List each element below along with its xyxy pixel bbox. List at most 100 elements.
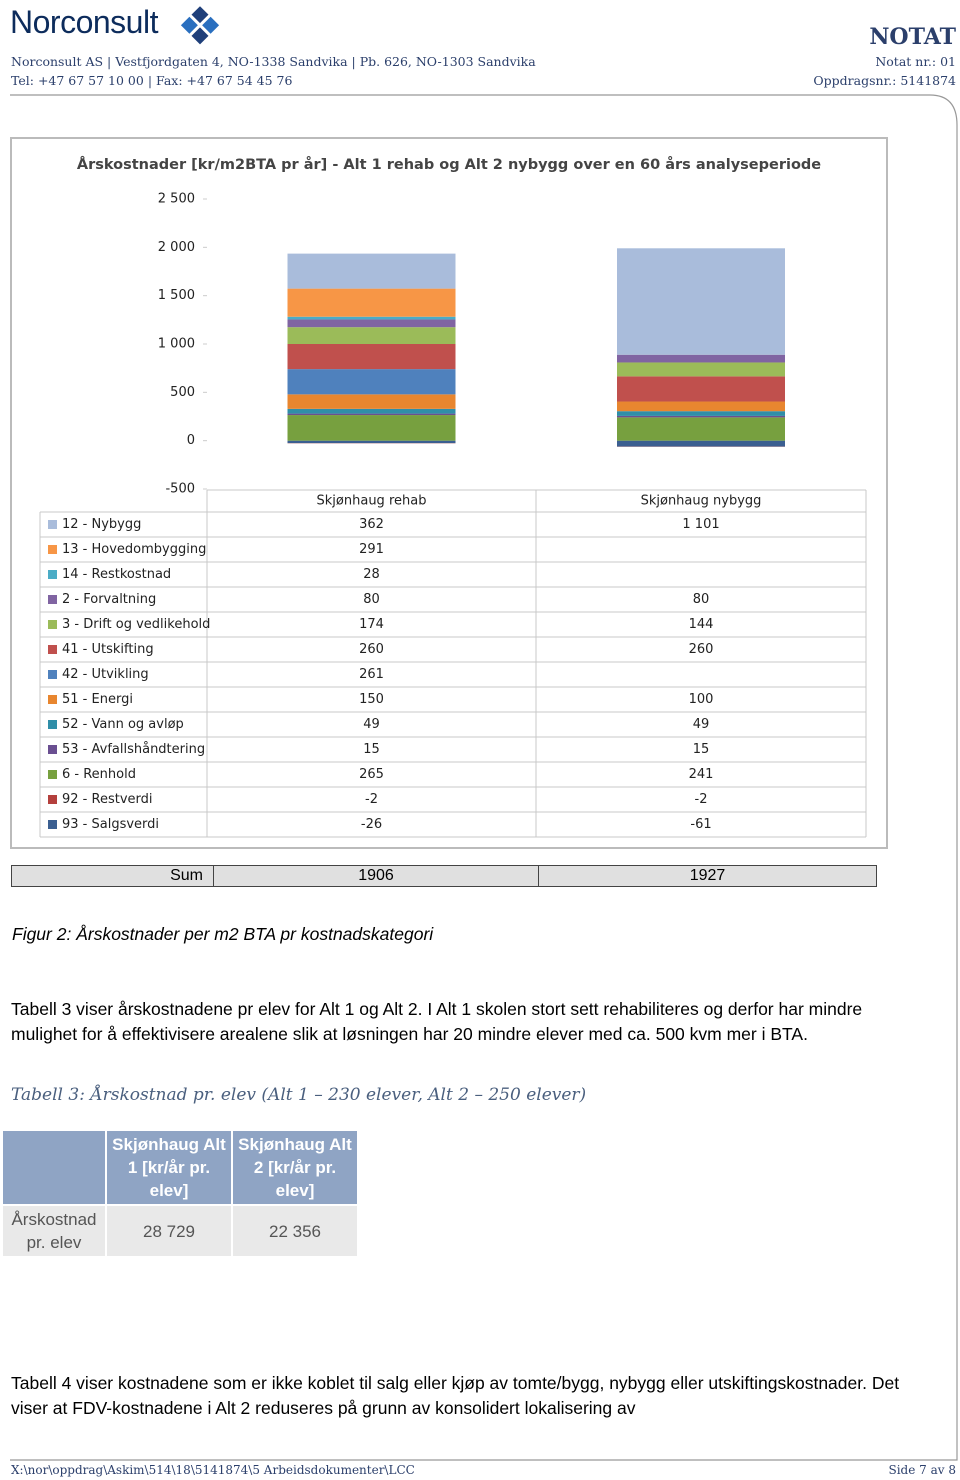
data-label: 260 [359, 642, 384, 657]
legend-swatch [48, 645, 57, 654]
legend-swatch [48, 620, 57, 629]
y-tick-label: 1 000 [158, 337, 195, 352]
bar-segment [287, 408, 456, 414]
data-label: -2 [695, 792, 708, 807]
legend-swatch [48, 520, 57, 529]
cell: 22 356 [233, 1206, 357, 1256]
bar-segment [287, 344, 456, 370]
address: Norconsult AS | Vestfjordgaten 4, NO-133… [11, 54, 536, 69]
cost-table: Skjønhaug Alt 1 [kr/år pr. elev] Skjønhau… [1, 1129, 359, 1258]
y-tick-label: 2 500 [158, 192, 195, 207]
bar-segment [287, 369, 456, 395]
y-tick-label: 1 500 [158, 288, 195, 303]
y-tick-label: 0 [187, 433, 195, 448]
legend-label: 92 - Restverdi [62, 792, 153, 807]
y-tick-label: 500 [170, 385, 195, 400]
phone: Tel: +47 67 57 10 00 | Fax: +47 67 54 45… [11, 73, 293, 88]
data-label: 291 [359, 542, 384, 557]
category-label: Skjønhaug rehab [317, 494, 427, 509]
data-label: 144 [689, 617, 714, 632]
corner-cell [3, 1131, 105, 1204]
bar-segment [287, 440, 456, 444]
figure-caption: Figur 2: Årskostnader per m2 BTA pr kost… [12, 924, 434, 944]
legend-label: 12 - Nybygg [62, 517, 141, 532]
data-label: 260 [689, 642, 714, 657]
legend-swatch [48, 570, 57, 579]
bar-segment [617, 354, 785, 363]
table-caption: Tabell 3: Årskostnad pr. elev (Alt 1 – 2… [11, 1085, 587, 1105]
data-label: -2 [365, 792, 378, 807]
oppdragsnr: Oppdragsnr.: 5141874 [813, 73, 956, 88]
bar-segment [287, 327, 456, 344]
legend-label: 14 - Restkostnad [62, 567, 171, 582]
footer-page: Side 7 av 8 [888, 1463, 957, 1477]
data-label: 28 [363, 567, 380, 582]
data-label: 15 [363, 742, 380, 757]
legend-label: 6 - Renhold [62, 767, 136, 782]
legend-swatch [48, 695, 57, 704]
legend-label: 3 - Drift og vedlikehold [62, 617, 210, 632]
row-label: Årskostnad pr. elev [3, 1206, 105, 1256]
data-label: -26 [361, 817, 382, 832]
data-label: 100 [689, 692, 714, 707]
bar-segment [617, 417, 785, 441]
logo-text: Norconsult [10, 4, 158, 40]
footer-path: X:\nor\oppdrag\Askim\514\18\5141874\5 Ar… [11, 1463, 415, 1477]
y-tick-label: 2 000 [158, 240, 195, 255]
legend-label: 42 - Utvikling [62, 667, 149, 682]
legend-swatch [48, 745, 57, 754]
bar-segment [617, 376, 785, 402]
legend-label: 2 - Forvaltning [62, 592, 156, 607]
data-label: 15 [693, 742, 710, 757]
legend-swatch [48, 545, 57, 554]
bar-segment [617, 362, 785, 377]
notat-nr: Notat nr.: 01 [875, 54, 956, 69]
sum-label: Sum [12, 866, 214, 886]
bar-segment [617, 411, 785, 416]
chart: Årskostnader [kr/m2BTA pr år] - Alt 1 re… [10, 137, 888, 849]
bar-segment [287, 319, 456, 328]
legend-swatch [48, 820, 57, 829]
legend-label: 93 - Salgsverdi [62, 817, 159, 832]
data-label: 1 101 [682, 517, 719, 532]
bar-segment [287, 316, 456, 320]
category-label: Skjønhaug nybygg [641, 494, 762, 509]
sum-value: 1906 [214, 866, 539, 886]
paragraph: Tabell 3 viser årskostnadene pr elev for… [11, 999, 863, 1044]
header-cell: Skjønhaug Alt 2 [kr/år pr. elev] [233, 1131, 357, 1204]
legend-swatch [48, 595, 57, 604]
bar-segment [617, 415, 785, 418]
legend-swatch [48, 795, 57, 804]
legend-swatch [48, 720, 57, 729]
data-label: 261 [359, 667, 384, 682]
data-label: -61 [690, 817, 711, 832]
data-label: 80 [693, 592, 710, 607]
data-label: 174 [359, 617, 384, 632]
sum-value: 1927 [689, 867, 726, 884]
data-label: 49 [363, 717, 380, 732]
chart-title: Årskostnader [kr/m2BTA pr år] - Alt 1 re… [77, 156, 821, 173]
logo-mark [180, 6, 220, 45]
paragraph: Tabell 4 viser kostnadene som er ikke ko… [11, 1373, 900, 1418]
bar-segment [287, 253, 456, 289]
bar-segment [617, 248, 785, 355]
sum-row: Sum 1906 1927 [11, 865, 877, 887]
doc-type: NOTAT [869, 24, 956, 50]
legend-swatch [48, 670, 57, 679]
data-label: 265 [359, 767, 384, 782]
data-label: 150 [359, 692, 384, 707]
legend-swatch [48, 770, 57, 779]
bar-segment [617, 440, 785, 447]
bar-segment [287, 394, 456, 409]
bar-segment [287, 413, 456, 416]
data-label: 49 [693, 717, 710, 732]
legend-label: 51 - Energi [62, 692, 133, 707]
legend-label: 52 - Vann og avløp [62, 717, 184, 732]
bar-segment [287, 288, 456, 317]
bar-segment [617, 401, 785, 412]
data-label: 80 [363, 592, 380, 607]
data-label: 241 [689, 767, 714, 782]
bar-segment [287, 415, 456, 441]
